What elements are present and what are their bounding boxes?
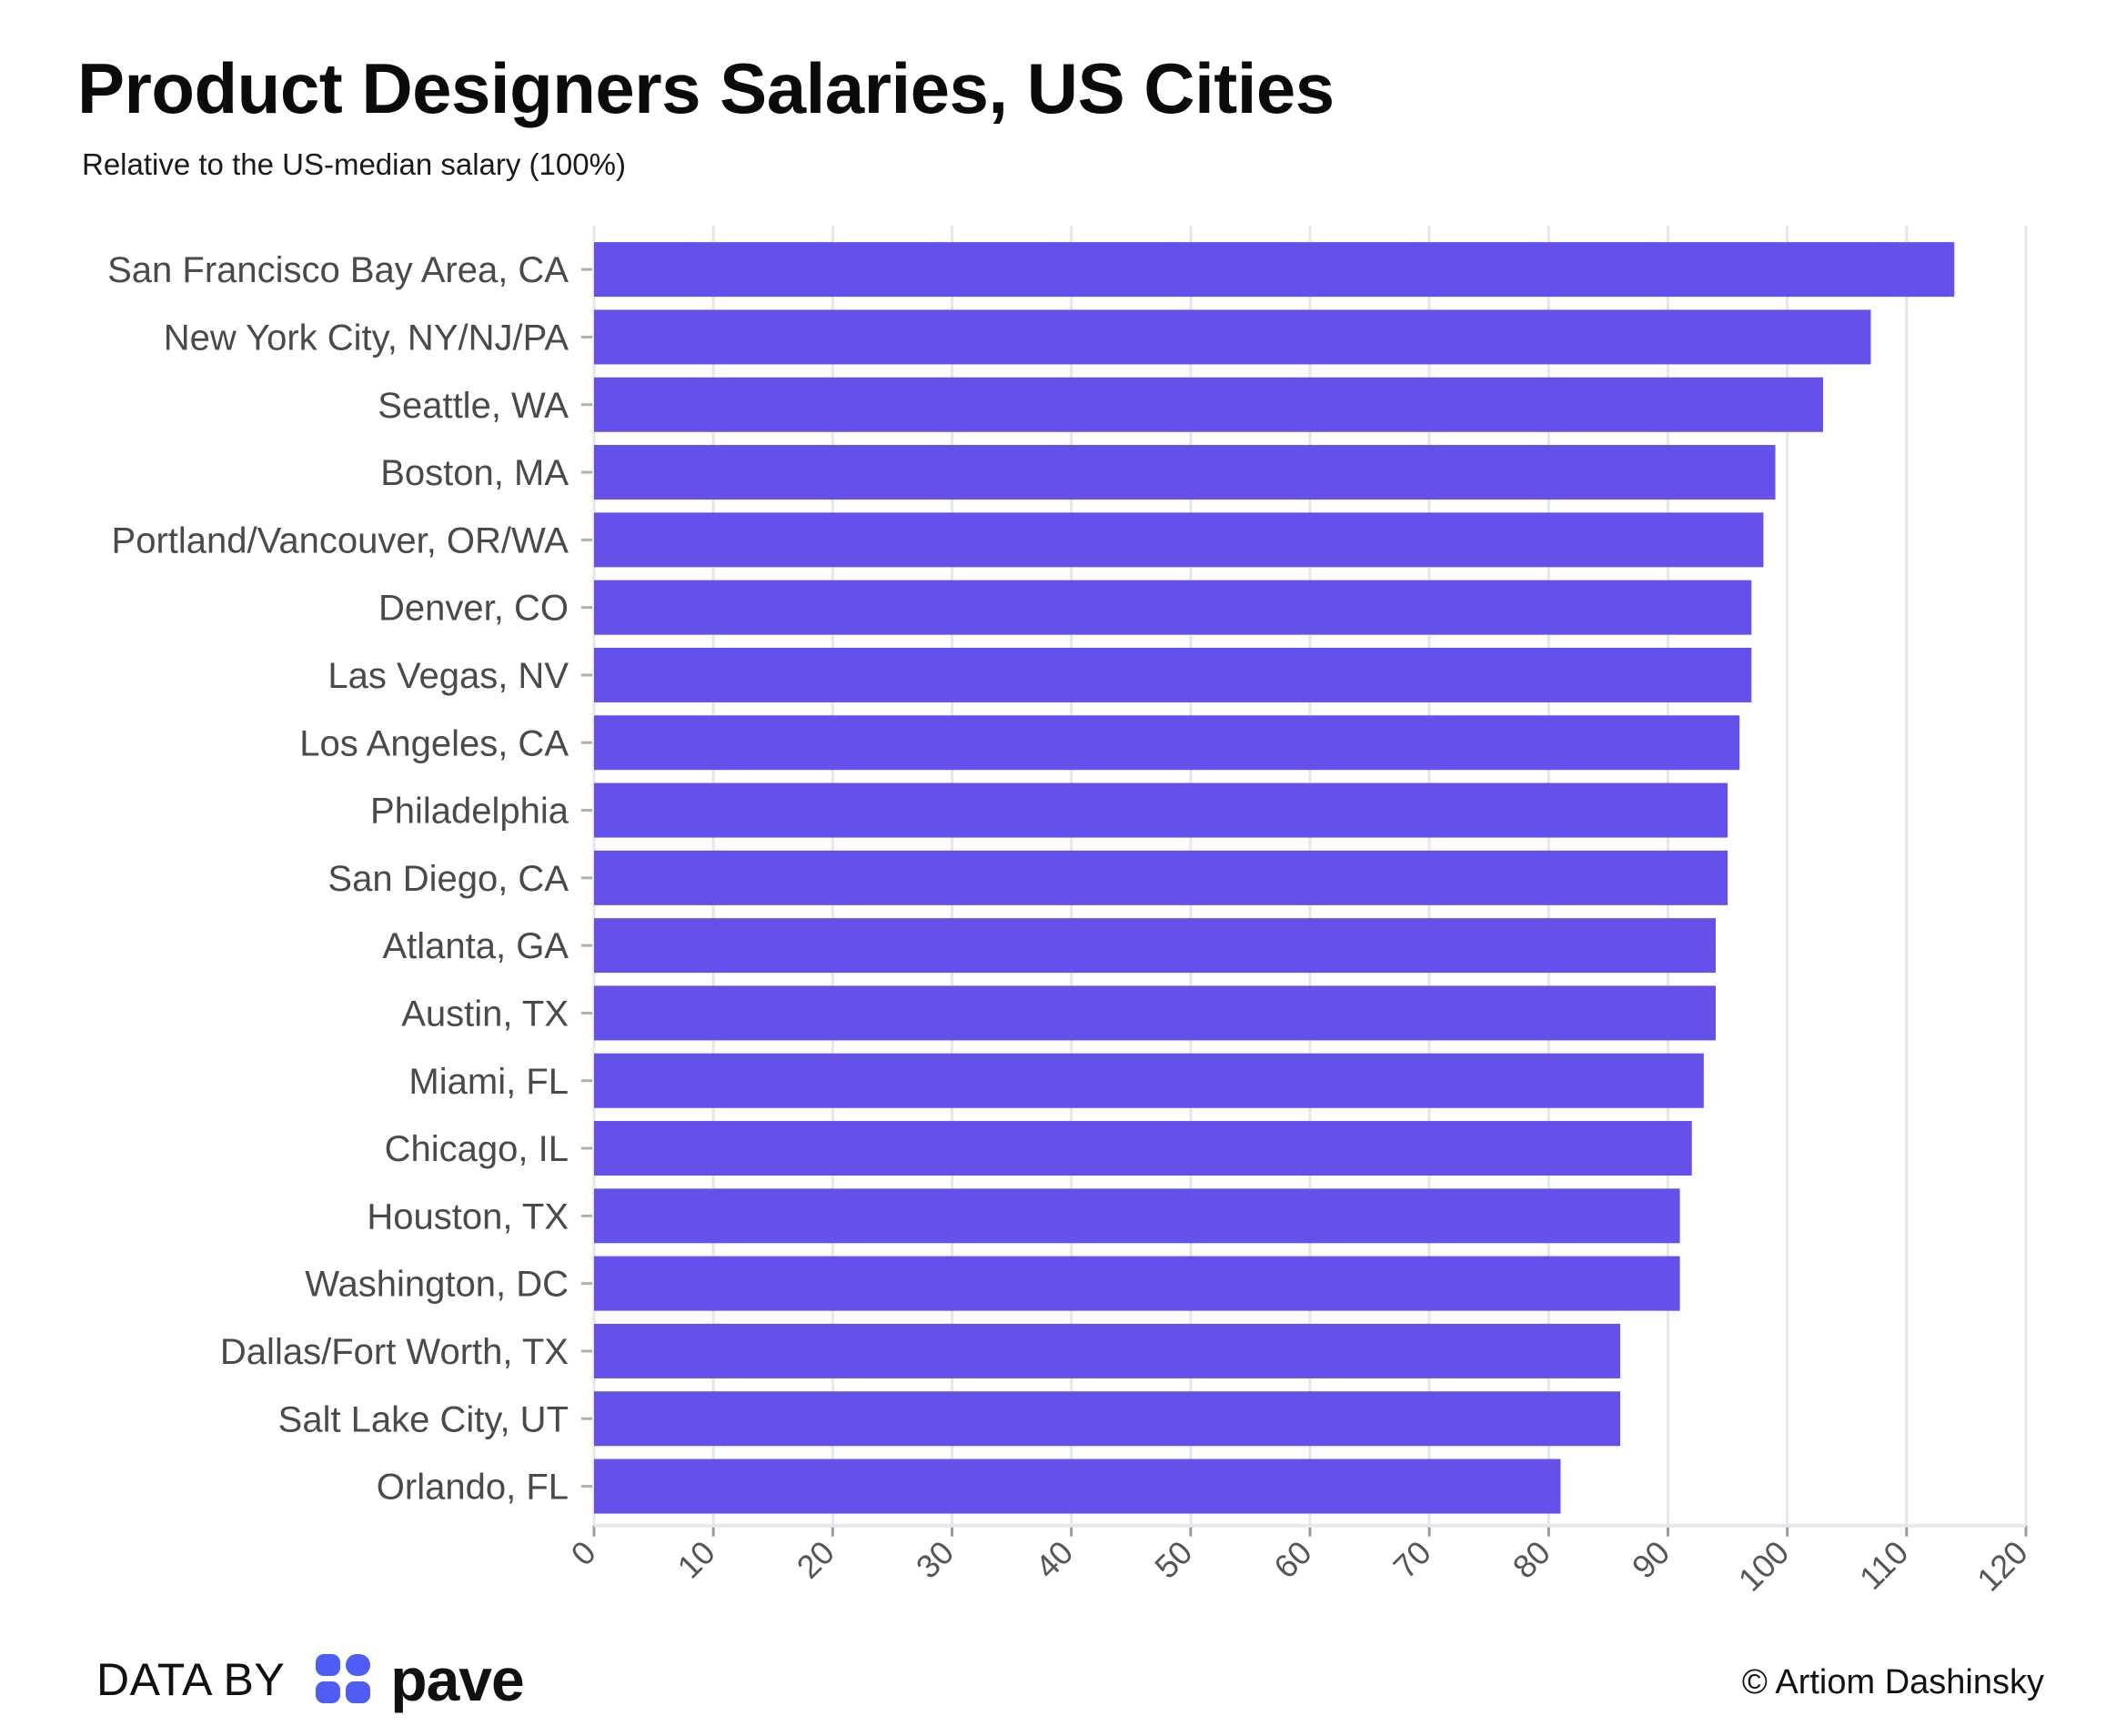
category-label: Salt Lake City, UT	[278, 1399, 569, 1439]
bar	[594, 242, 1955, 298]
category-label: Orlando, FL	[377, 1468, 569, 1508]
category-label: Boston, MA	[380, 453, 569, 493]
bar	[594, 512, 1764, 568]
bar	[594, 715, 1740, 771]
x-tick-labels: 0 10 20 30 40 50 60 70 80 90 100 110 120	[564, 1533, 2035, 1598]
x-tick-label: 120	[1970, 1533, 2034, 1598]
category-labels: San Francisco Bay Area, CA New York City,…	[107, 250, 569, 1507]
category-label: Portland/Vancouver, OR/WA	[112, 520, 569, 560]
category-label: Miami, FL	[408, 1062, 569, 1102]
x-tick-label: 40	[1028, 1533, 1080, 1585]
bar	[594, 1188, 1680, 1244]
bar	[594, 647, 1752, 702]
chart-title: Product Designers Salaries, US Cities	[77, 48, 1335, 128]
bar	[594, 445, 1776, 500]
pave-logo: pave	[316, 1645, 525, 1714]
pave-wordmark: pave	[390, 1646, 524, 1713]
category-label: Las Vegas, NV	[327, 656, 569, 696]
x-tick-label: 50	[1147, 1533, 1199, 1585]
x-tick-label: 30	[909, 1533, 961, 1585]
x-tick-label: 90	[1625, 1533, 1677, 1585]
chart-subtitle: Relative to the US-median salary (100%)	[82, 147, 626, 181]
bar	[594, 1323, 1621, 1378]
category-label: Austin, TX	[401, 994, 569, 1034]
category-label: Philadelphia	[370, 792, 569, 832]
bars	[594, 242, 1955, 1514]
bar	[594, 309, 1871, 365]
x-tick-label: 80	[1506, 1533, 1557, 1585]
bar	[594, 1391, 1621, 1447]
category-label: Washington, DC	[305, 1265, 569, 1305]
bar-chart: San Francisco Bay Area, CA New York City,…	[107, 226, 2035, 1599]
bar	[594, 985, 1716, 1041]
x-tick-label: 60	[1266, 1533, 1318, 1585]
category-label: Los Angeles, CA	[299, 723, 569, 763]
data-source-credit: DATA BY pave	[96, 1645, 525, 1714]
bar	[594, 1053, 1704, 1108]
category-label: New York City, NY/NJ/PA	[164, 318, 569, 358]
bar	[594, 580, 1752, 635]
pave-logo-icon	[316, 1654, 372, 1705]
category-label: Houston, TX	[367, 1196, 569, 1236]
category-label: Dallas/Fort Worth, TX	[220, 1332, 569, 1372]
category-label: Seattle, WA	[378, 386, 569, 426]
bar	[594, 850, 1728, 905]
bar	[594, 1256, 1680, 1311]
category-label: Chicago, IL	[385, 1129, 569, 1169]
category-label: San Diego, CA	[327, 859, 569, 899]
bar	[594, 782, 1728, 838]
x-tick-label: 110	[1852, 1533, 1916, 1597]
x-tick-label: 70	[1386, 1533, 1438, 1585]
x-tick-label: 100	[1731, 1533, 1796, 1598]
author-credit: © Artiom Dashinsky	[1741, 1663, 2044, 1701]
bar	[594, 1458, 1561, 1514]
axes	[581, 267, 2028, 1537]
category-label: Denver, CO	[378, 589, 569, 629]
bar	[594, 918, 1716, 974]
x-tick-label: 20	[790, 1533, 841, 1585]
data-by-label: DATA BY	[96, 1654, 286, 1705]
bar	[594, 1121, 1692, 1176]
x-tick-label: 10	[670, 1533, 722, 1585]
bar	[594, 377, 1824, 432]
category-label: San Francisco Bay Area, CA	[107, 250, 569, 290]
category-label: Atlanta, GA	[382, 926, 569, 966]
x-tick-label: 0	[564, 1533, 603, 1572]
